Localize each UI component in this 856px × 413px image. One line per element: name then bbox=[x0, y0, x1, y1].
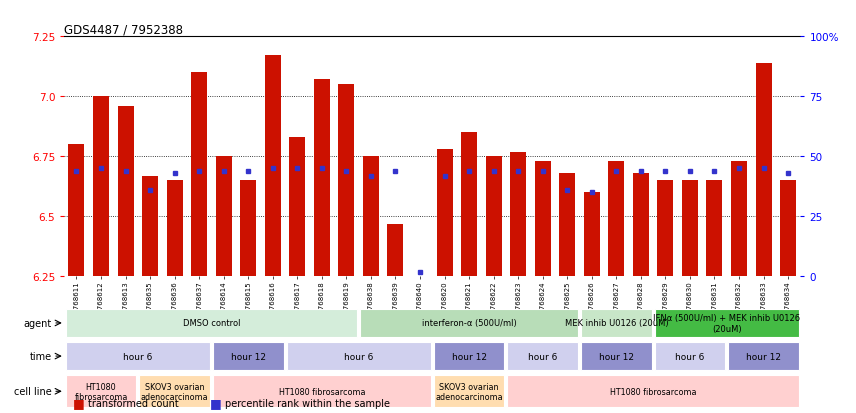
Bar bbox=[117, 107, 134, 277]
FancyBboxPatch shape bbox=[434, 342, 504, 370]
Text: percentile rank within the sample: percentile rank within the sample bbox=[225, 398, 390, 408]
FancyBboxPatch shape bbox=[360, 309, 578, 337]
Text: ■: ■ bbox=[73, 396, 85, 409]
Text: transformed count: transformed count bbox=[88, 398, 179, 408]
Text: hour 6: hour 6 bbox=[123, 352, 152, 361]
Text: hour 6: hour 6 bbox=[528, 352, 557, 361]
Text: cell line: cell line bbox=[15, 386, 52, 396]
FancyBboxPatch shape bbox=[581, 309, 651, 337]
Bar bbox=[437, 150, 453, 277]
Bar bbox=[559, 174, 575, 277]
FancyBboxPatch shape bbox=[287, 342, 431, 370]
Bar bbox=[167, 181, 182, 277]
Text: HT1080
fibrosarcoma: HT1080 fibrosarcoma bbox=[74, 382, 128, 401]
Text: HT1080 fibrosarcoma: HT1080 fibrosarcoma bbox=[609, 387, 697, 396]
Text: agent: agent bbox=[24, 318, 52, 328]
Text: hour 12: hour 12 bbox=[231, 352, 265, 361]
FancyBboxPatch shape bbox=[508, 375, 799, 408]
FancyBboxPatch shape bbox=[66, 309, 357, 337]
Text: IFNα (500U/ml) + MEK inhib U0126
(20uM): IFNα (500U/ml) + MEK inhib U0126 (20uM) bbox=[653, 313, 800, 333]
Text: interferon-α (500U/ml): interferon-α (500U/ml) bbox=[422, 319, 516, 328]
FancyBboxPatch shape bbox=[655, 342, 725, 370]
Bar bbox=[780, 181, 796, 277]
Text: hour 12: hour 12 bbox=[599, 352, 633, 361]
Bar bbox=[388, 224, 403, 277]
Bar bbox=[216, 157, 232, 277]
Bar bbox=[338, 85, 354, 277]
FancyBboxPatch shape bbox=[66, 342, 210, 370]
FancyBboxPatch shape bbox=[66, 375, 136, 408]
Bar bbox=[265, 56, 281, 277]
Text: MEK inhib U0126 (20uM): MEK inhib U0126 (20uM) bbox=[564, 319, 669, 328]
Bar bbox=[68, 145, 85, 277]
Bar bbox=[584, 193, 600, 277]
Bar bbox=[461, 133, 477, 277]
Text: SKOV3 ovarian
adenocarcinoma: SKOV3 ovarian adenocarcinoma bbox=[435, 382, 503, 401]
Bar bbox=[657, 181, 674, 277]
Bar bbox=[756, 64, 771, 277]
Bar bbox=[510, 152, 526, 277]
FancyBboxPatch shape bbox=[140, 375, 210, 408]
FancyBboxPatch shape bbox=[434, 375, 504, 408]
Bar bbox=[241, 181, 256, 277]
Bar bbox=[142, 176, 158, 277]
FancyBboxPatch shape bbox=[655, 309, 799, 337]
Bar bbox=[706, 181, 722, 277]
Text: DMSO control: DMSO control bbox=[182, 319, 241, 328]
Bar bbox=[289, 138, 306, 277]
Bar bbox=[314, 80, 330, 277]
Bar bbox=[609, 162, 624, 277]
Text: hour 6: hour 6 bbox=[675, 352, 704, 361]
Text: hour 12: hour 12 bbox=[452, 352, 486, 361]
Bar bbox=[731, 162, 747, 277]
Bar bbox=[633, 174, 649, 277]
Text: SKOV3 ovarian
adenocarcinoma: SKOV3 ovarian adenocarcinoma bbox=[140, 382, 209, 401]
FancyBboxPatch shape bbox=[213, 375, 431, 408]
FancyBboxPatch shape bbox=[581, 342, 651, 370]
Bar bbox=[93, 97, 109, 277]
Bar bbox=[535, 162, 550, 277]
Text: hour 12: hour 12 bbox=[746, 352, 781, 361]
FancyBboxPatch shape bbox=[508, 342, 578, 370]
Text: time: time bbox=[30, 351, 52, 361]
FancyBboxPatch shape bbox=[728, 342, 799, 370]
Text: GDS4487 / 7952388: GDS4487 / 7952388 bbox=[64, 23, 183, 36]
Text: ■: ■ bbox=[210, 396, 222, 409]
Text: hour 6: hour 6 bbox=[344, 352, 373, 361]
Text: HT1080 fibrosarcoma: HT1080 fibrosarcoma bbox=[278, 387, 366, 396]
Bar bbox=[191, 73, 207, 277]
Bar bbox=[363, 157, 379, 277]
Bar bbox=[485, 157, 502, 277]
Bar bbox=[682, 181, 698, 277]
FancyBboxPatch shape bbox=[213, 342, 283, 370]
